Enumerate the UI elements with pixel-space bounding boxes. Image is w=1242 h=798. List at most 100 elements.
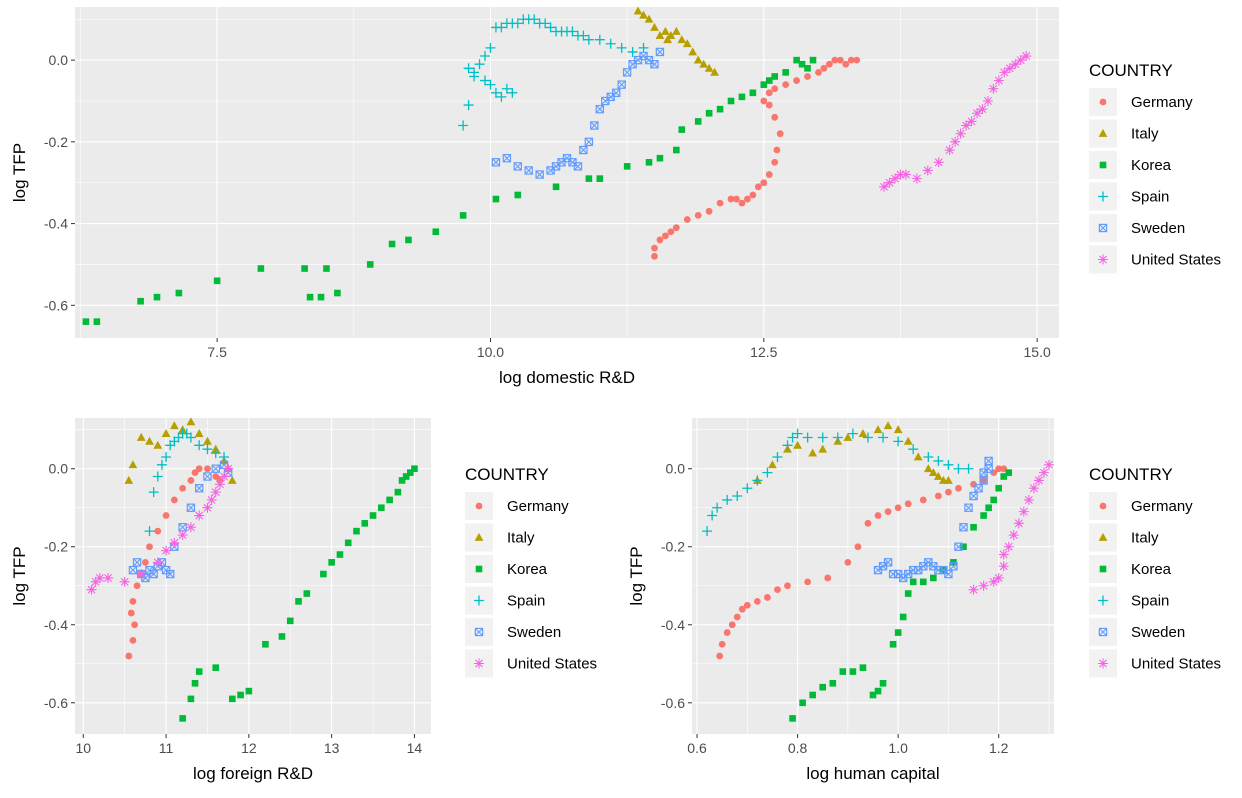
data-point-spain [480, 51, 490, 62]
data-point-united-states [977, 104, 988, 115]
legend-label-spain: Spain [1131, 593, 1169, 610]
data-point-united-states [944, 145, 955, 156]
data-point-sweden [211, 464, 220, 473]
plot-background [692, 418, 1054, 734]
data-point-sweden [964, 503, 973, 512]
data-point-spain [463, 63, 474, 74]
data-point-germany [793, 77, 800, 84]
data-point-germany [667, 228, 675, 236]
data-point-united-states [972, 108, 982, 119]
data-point-spain [485, 42, 496, 53]
data-point-korea [398, 477, 406, 484]
data-point-sweden [524, 166, 533, 175]
x-tick-label: 1.0 [888, 740, 908, 756]
data-point-korea [492, 195, 500, 203]
data-point-sweden [650, 60, 659, 69]
data-point-spain [772, 452, 783, 463]
data-point-germany [760, 97, 768, 105]
data-point-germany [716, 199, 724, 207]
data-point-italy [161, 429, 171, 438]
series-spain [458, 14, 649, 131]
data-point-korea [317, 293, 325, 301]
data-point-spain [202, 444, 213, 455]
data-point-spain [627, 46, 638, 57]
data-point-korea [328, 559, 335, 566]
data-point-korea [789, 715, 796, 722]
data-point-germany [195, 465, 203, 473]
data-point-korea [849, 668, 857, 675]
data-point-united-states [103, 572, 114, 583]
data-point-italy [818, 444, 828, 453]
chart-panel-1: 7.5 10.0 12.5 15.0 0.0 -0.2 -0.4 -0.6 log domest… [10, 6, 1221, 387]
data-point-korea [879, 679, 887, 687]
data-point-korea [727, 97, 735, 105]
data-point-united-states [961, 120, 972, 131]
legend-key-germany [475, 502, 483, 510]
data-point-korea [960, 543, 967, 551]
data-point-italy [145, 436, 154, 445]
x-tick-label: 12.5 [750, 344, 777, 360]
y-axis-title: log TFP [10, 143, 29, 202]
legend-key-spain [1098, 595, 1108, 606]
data-point-sweden [573, 162, 583, 171]
data-point-korea [623, 163, 631, 170]
data-point-united-states [161, 545, 172, 556]
plot-background [75, 418, 431, 734]
data-point-korea [212, 664, 220, 671]
series-korea [82, 56, 817, 325]
data-point-korea [985, 504, 992, 512]
data-point-united-states [1023, 494, 1034, 505]
data-point-spain [953, 463, 964, 474]
y-axis-title: log TFP [10, 546, 29, 605]
data-point-korea [286, 617, 294, 625]
data-point-germany [683, 216, 691, 223]
data-point-korea [904, 590, 912, 597]
data-point-united-states [1028, 483, 1039, 494]
data-point-sweden [132, 558, 142, 567]
x-axis-title: log domestic R&D [499, 368, 635, 387]
series-united-states [86, 463, 234, 595]
data-point-united-states [999, 67, 1010, 78]
data-point-united-states [988, 83, 999, 94]
data-point-germany [672, 224, 680, 232]
data-point-germany [764, 594, 771, 601]
data-point-italy [153, 440, 163, 449]
x-tick-label: 11 [159, 740, 174, 756]
data-point-spain [923, 452, 934, 463]
data-point-italy [661, 26, 670, 35]
data-point-spain [862, 432, 873, 443]
data-point-korea [366, 261, 374, 268]
data-point-germany [815, 68, 822, 76]
data-point-italy [933, 471, 943, 480]
data-point-spain [908, 444, 919, 455]
data-point-sweden [149, 569, 158, 579]
data-point-sweden [622, 68, 632, 77]
data-point-spain [832, 432, 843, 443]
data-point-korea [179, 715, 186, 722]
data-point-italy [688, 47, 698, 56]
data-point-spain [144, 526, 155, 537]
data-point-spain [762, 467, 773, 478]
legend-key-united-states [1098, 658, 1108, 669]
data-point-italy [808, 448, 818, 457]
data-point-united-states [993, 75, 1004, 86]
data-point-korea [765, 77, 773, 84]
legend: COUNTRY Germany Italy Korea Spain Sweden Unite… [465, 465, 597, 678]
data-point-sweden [128, 565, 138, 575]
data-point-italy [633, 6, 643, 15]
data-point-korea [353, 527, 360, 535]
data-point-spain [702, 526, 713, 537]
x-tick-label: 10 [75, 740, 91, 756]
data-point-spain [161, 452, 172, 463]
data-point-italy [768, 460, 777, 469]
x-tick-label: 12 [241, 740, 257, 756]
legend: COUNTRY Germany Italy Korea Spain Sweden Unite… [1089, 465, 1221, 678]
data-point-spain [817, 432, 828, 443]
data-point-germany [129, 597, 137, 605]
data-point-spain [963, 463, 974, 474]
data-point-spain [210, 448, 221, 459]
data-point-germany [170, 496, 178, 504]
data-point-korea [405, 236, 412, 244]
data-point-spain [480, 75, 490, 86]
data-point-germany [179, 484, 187, 492]
